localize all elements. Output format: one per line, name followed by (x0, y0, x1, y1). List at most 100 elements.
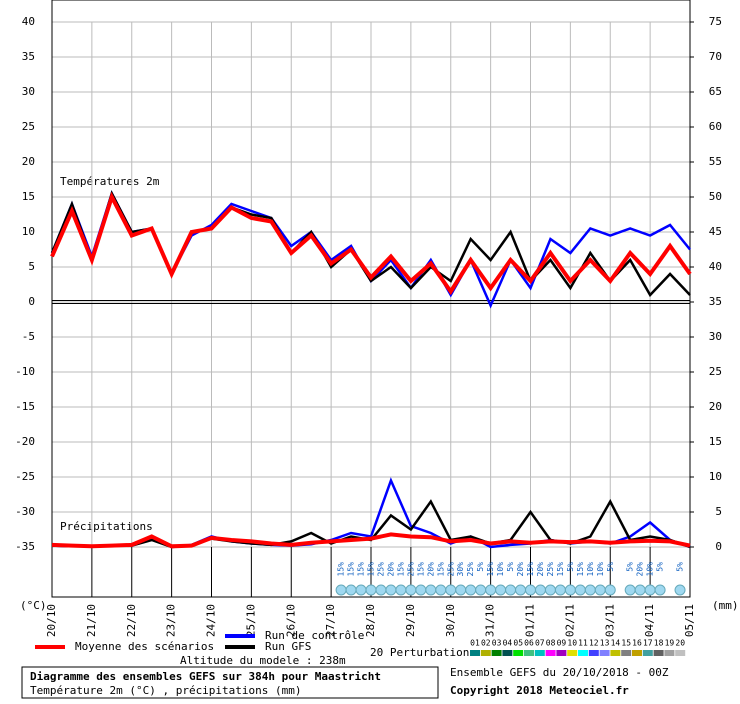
y-tick-label: -25 (15, 470, 35, 483)
perturbation-swatch (642, 650, 653, 656)
y-tick-label: 30 (22, 85, 35, 98)
snow-icon (674, 584, 686, 596)
perturbation-number: 04 (503, 639, 513, 648)
y2-tick-label: 65 (709, 85, 722, 98)
y2-tick-label: 10 (709, 470, 722, 483)
snow-icon (425, 584, 437, 596)
y2-tick-label: 30 (709, 330, 722, 343)
x-tick-label: 02/11 (563, 604, 576, 637)
perturbation-swatch (610, 650, 621, 656)
y-tick-label: 25 (22, 120, 35, 133)
y2-tick-label: 60 (709, 120, 722, 133)
x-tick-label: 24/10 (205, 604, 218, 637)
snow-label: 20% (426, 562, 435, 577)
snow-icon (534, 584, 546, 596)
snow-label: 10% (496, 562, 505, 577)
snow-icon (405, 584, 417, 596)
snow-icon (634, 584, 646, 596)
perturbation-swatch (491, 650, 502, 656)
snow-icon (644, 584, 656, 596)
perturbation-number: 05 (513, 639, 523, 648)
perturbation-number: 11 (578, 639, 588, 648)
y-tick-label: 10 (22, 225, 35, 238)
legend-label: Run GFS (265, 640, 311, 653)
snow-label: 15% (436, 562, 445, 577)
snow-label: 30% (456, 562, 465, 577)
snow-icon (505, 584, 517, 596)
snow-label: 5% (476, 562, 485, 572)
x-tick-label: 26/10 (284, 604, 297, 637)
snow-label: 15% (396, 562, 405, 577)
y-tick-label: -10 (15, 365, 35, 378)
snow-icon (515, 584, 527, 596)
y-tick-label: -30 (15, 505, 35, 518)
snow-label: 15% (357, 562, 366, 577)
snow-label: 5% (656, 562, 665, 572)
snow-label: 20% (636, 562, 645, 577)
snow-label: 20% (516, 562, 525, 577)
snow-label: 15% (337, 562, 346, 577)
snow-label: 5% (626, 562, 635, 572)
snow-icon (574, 584, 586, 596)
y2-tick-label: 35 (709, 295, 722, 308)
perturbation-number: 01 (470, 639, 480, 648)
perturbation-swatch (599, 650, 610, 656)
snow-icon (525, 584, 536, 596)
snow-icon (495, 584, 507, 596)
y2-tick-label: 70 (709, 50, 722, 63)
snow-icon (335, 584, 347, 596)
x-tick-label: 30/10 (444, 604, 457, 637)
perturbation-swatch (664, 650, 675, 656)
snow-label: 25% (546, 562, 555, 577)
snow-icon (385, 584, 397, 596)
perturbation-swatch (470, 650, 480, 656)
chart-subtitle: Température 2m (°C) , précipitations (mm… (30, 684, 302, 697)
y-tick-label: -5 (22, 330, 35, 343)
x-tick-label: 05/11 (683, 604, 696, 637)
y2-tick-label: 40 (709, 260, 722, 273)
precip-label: Précipitations (60, 520, 153, 533)
x-tick-label: 21/10 (85, 604, 98, 637)
legend-label: Run de contrôle (265, 629, 364, 642)
y2-unit: (mm) (712, 599, 739, 612)
y-tick-label: 0 (28, 295, 35, 308)
x-tick-label: 27/10 (324, 604, 337, 637)
x-tick-label: 04/11 (643, 604, 656, 637)
perturbation-swatch (675, 650, 686, 656)
perturbation-swatch (534, 650, 545, 656)
y2-tick-label: 20 (709, 400, 722, 413)
snow-icon (375, 584, 387, 596)
perturbation-number: 09 (557, 639, 567, 648)
perturbation-swatch (480, 650, 491, 656)
run-info: Ensemble GEFS du 20/10/2018 - 00Z (450, 666, 669, 679)
perturbation-swatch (567, 650, 578, 656)
perturbation-swatch (578, 650, 588, 656)
y-tick-label: 20 (22, 155, 35, 168)
snow-icon (544, 584, 556, 596)
y-tick-label: -35 (15, 540, 35, 553)
y2-tick-label: 0 (715, 540, 722, 553)
snow-icon (654, 584, 666, 596)
series-line (51, 532, 691, 549)
snow-label: 15% (347, 562, 356, 577)
x-tick-label: 01/11 (524, 604, 537, 637)
perturbation-swatch (513, 650, 524, 656)
snow-label: 5% (676, 562, 685, 572)
series-line (50, 191, 692, 296)
snow-icon (365, 584, 377, 596)
perturbation-number: 10 (567, 639, 577, 648)
snow-icon (345, 584, 357, 596)
y-tick-label: 35 (22, 50, 35, 63)
chart-title: Diagramme des ensembles GEFS sur 384h po… (30, 670, 381, 683)
plot-frame (51, 0, 691, 598)
snow-icon (445, 584, 457, 596)
snow-icon (455, 584, 467, 596)
snow-label: 5% (506, 562, 515, 572)
snow-icon (604, 584, 616, 596)
perturbation-number: 19 (665, 639, 675, 648)
x-tick-label: 20/10 (45, 604, 58, 637)
x-tick-label: 22/10 (125, 604, 138, 637)
snow-label: 15% (556, 562, 565, 577)
